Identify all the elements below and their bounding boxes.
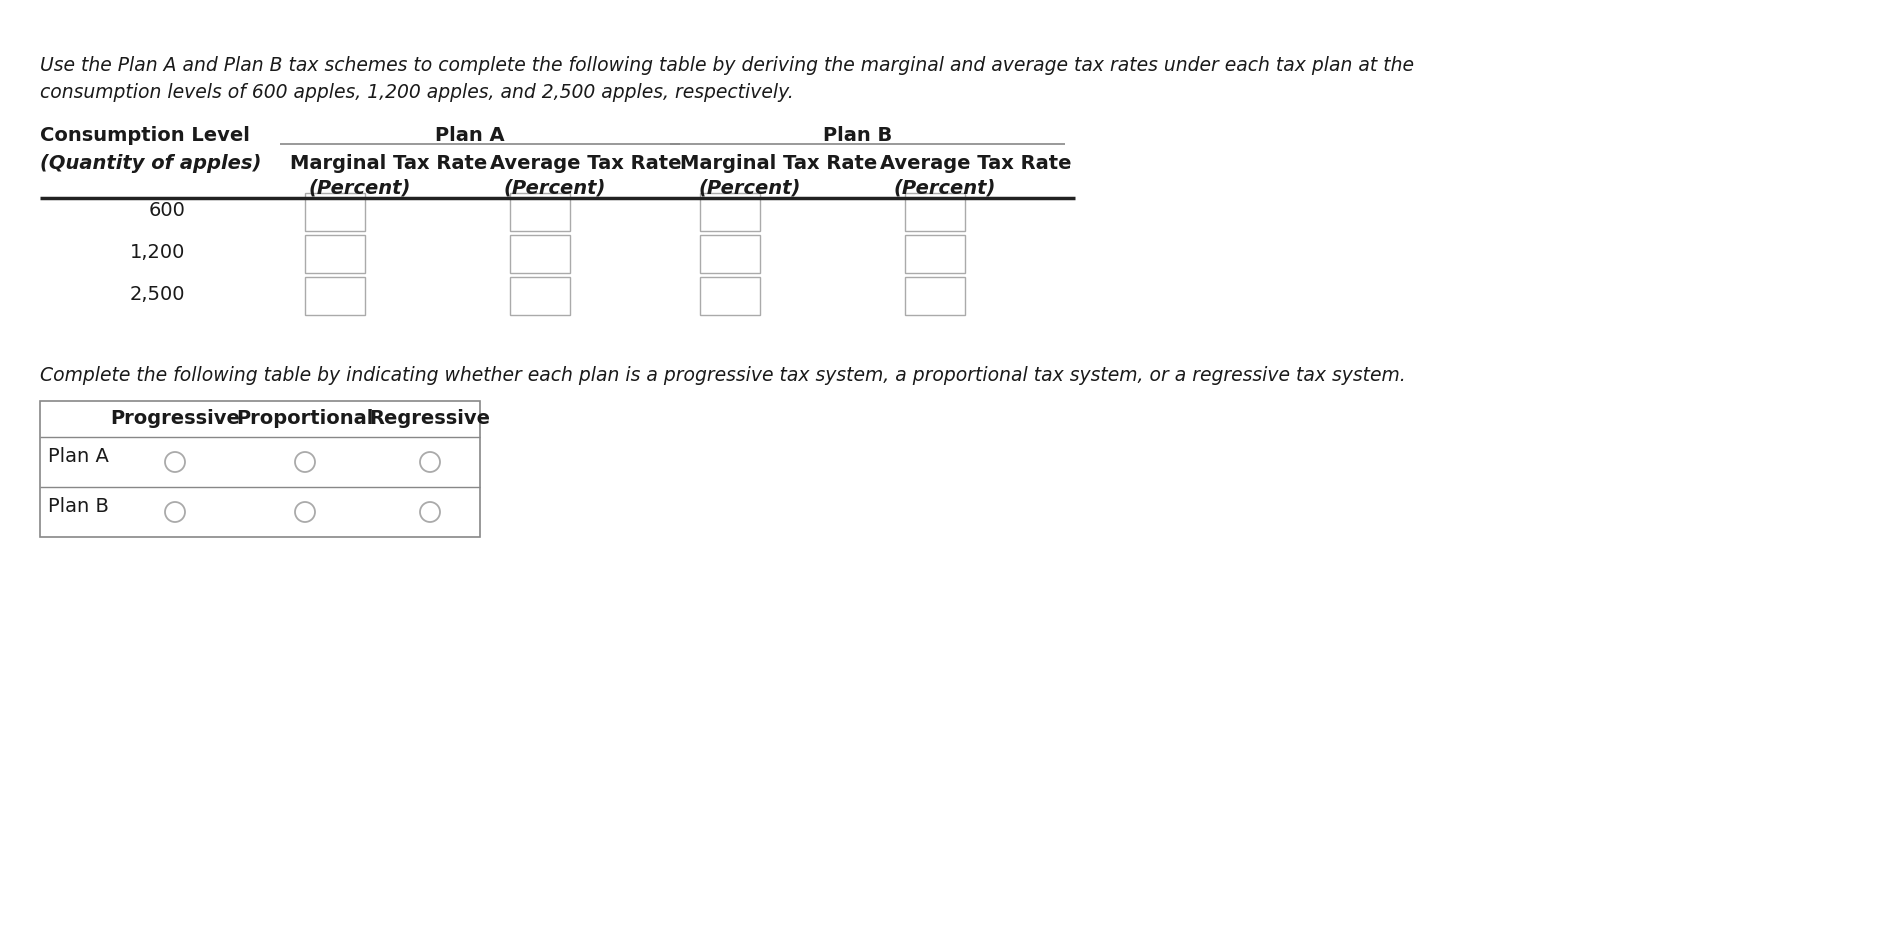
Bar [510,193,571,231]
Text: (Percent): (Percent) [504,178,607,197]
Circle shape [165,502,184,522]
Bar [40,401,479,537]
Bar [905,193,964,231]
Bar [304,235,365,273]
Text: Marginal Tax Rate: Marginal Tax Rate [289,154,487,173]
Circle shape [420,452,439,472]
Text: 1,200: 1,200 [129,243,184,261]
Text: Average Tax Rate: Average Tax Rate [491,154,681,173]
Text: Plan A: Plan A [436,126,504,145]
Text: Consumption Level: Consumption Level [40,126,249,145]
Bar [700,193,761,231]
Bar [510,235,571,273]
Text: 2,500: 2,500 [129,284,184,304]
Text: Average Tax Rate: Average Tax Rate [881,154,1071,173]
Text: Plan A: Plan A [48,446,108,466]
Bar [700,277,761,315]
Bar [304,277,365,315]
Bar [304,193,365,231]
Circle shape [165,452,184,472]
Bar [510,277,571,315]
Bar [905,277,964,315]
Bar [905,235,964,273]
Text: Plan B: Plan B [48,496,108,516]
Text: (Percent): (Percent) [894,178,997,197]
Text: (Percent): (Percent) [698,178,801,197]
Text: Proportional: Proportional [236,409,373,428]
Circle shape [295,502,316,522]
Text: Use the Plan A and Plan B tax schemes to complete the following table by derivin: Use the Plan A and Plan B tax schemes to… [40,56,1413,75]
Text: Plan B: Plan B [824,126,892,145]
Text: Progressive: Progressive [110,409,240,428]
Text: Marginal Tax Rate: Marginal Tax Rate [681,154,877,173]
Bar [700,235,761,273]
Text: consumption levels of 600 apples, 1,200 apples, and 2,500 apples, respectively.: consumption levels of 600 apples, 1,200 … [40,83,793,102]
Text: (Quantity of apples): (Quantity of apples) [40,154,261,173]
Text: Complete the following table by indicating whether each plan is a progressive ta: Complete the following table by indicati… [40,366,1406,385]
Circle shape [420,502,439,522]
Text: (Percent): (Percent) [308,178,411,197]
Circle shape [295,452,316,472]
Text: Regressive: Regressive [369,409,491,428]
Text: 600: 600 [148,201,184,219]
